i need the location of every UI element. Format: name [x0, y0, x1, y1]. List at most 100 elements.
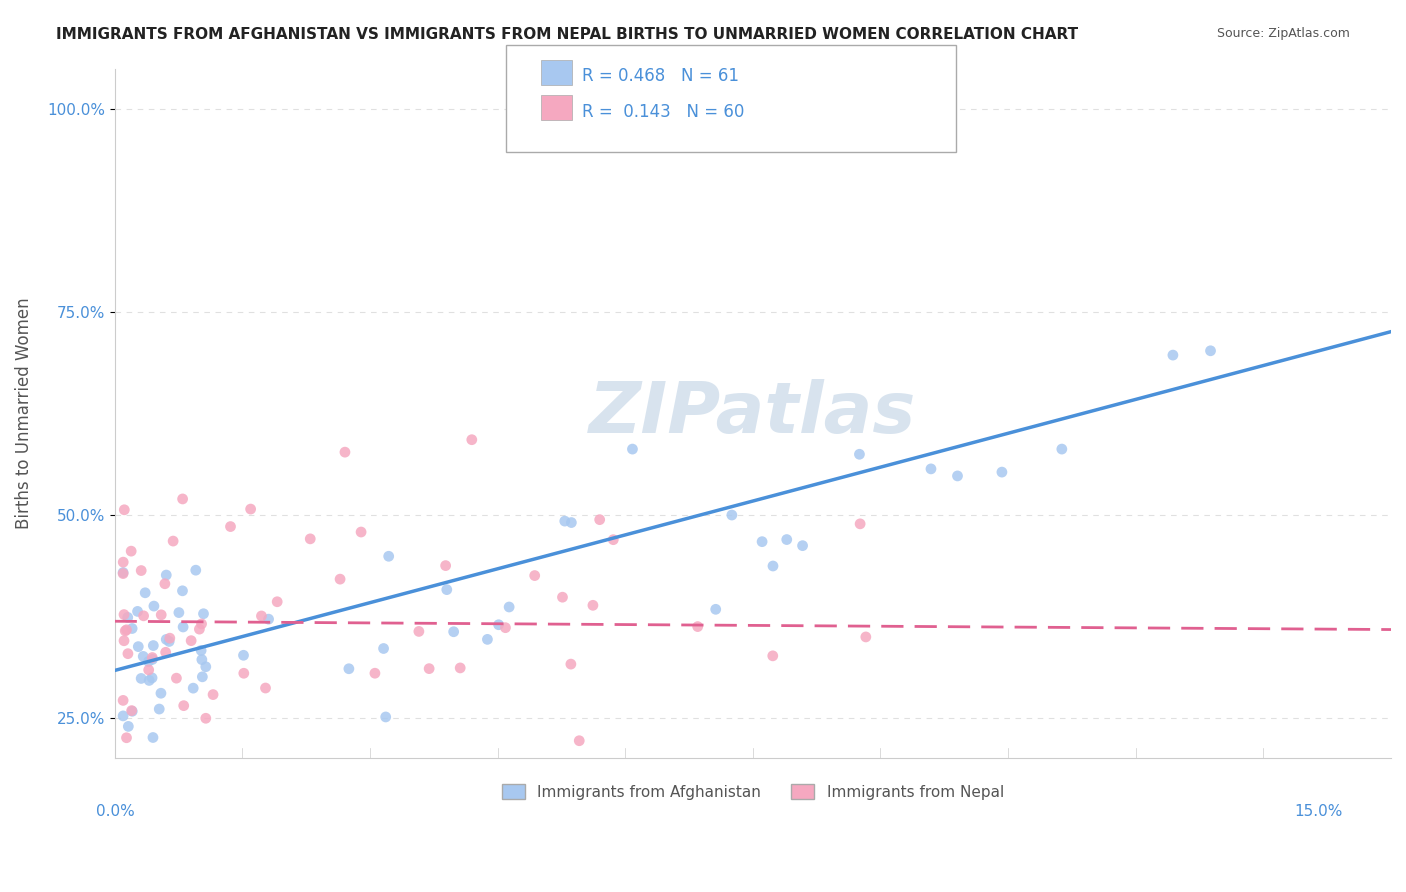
Point — [434, 558, 457, 573]
Point — [560, 516, 582, 530]
Point — [157, 634, 180, 648]
Point — [373, 641, 395, 656]
Point — [134, 586, 156, 600]
Text: IMMIGRANTS FROM AFGHANISTAN VS IMMIGRANTS FROM NEPAL BIRTHS TO UNMARRIED WOMEN C: IMMIGRANTS FROM AFGHANISTAN VS IMMIGRANT… — [56, 27, 1078, 42]
Point — [1050, 442, 1073, 456]
Point — [112, 555, 135, 569]
Point — [582, 599, 605, 613]
Point — [848, 447, 870, 461]
Point — [551, 590, 574, 604]
Text: Source: ZipAtlas.com: Source: ZipAtlas.com — [1216, 27, 1350, 40]
Point — [477, 632, 499, 647]
Point — [132, 608, 155, 623]
Point — [991, 465, 1014, 479]
Point — [266, 595, 288, 609]
Point — [498, 599, 520, 614]
Point — [181, 681, 204, 695]
Point — [142, 731, 165, 745]
Point — [418, 662, 440, 676]
Point — [114, 624, 136, 638]
Point — [219, 519, 242, 533]
Point — [350, 524, 373, 539]
Point — [239, 502, 262, 516]
Text: R =  0.143   N = 60: R = 0.143 N = 60 — [582, 103, 744, 120]
Point — [155, 632, 177, 647]
Point — [150, 607, 173, 622]
Point — [184, 563, 207, 577]
Point — [254, 681, 277, 695]
Point — [173, 698, 195, 713]
Point — [494, 621, 516, 635]
Point — [112, 709, 135, 723]
Point — [449, 661, 471, 675]
Point — [202, 688, 225, 702]
Point — [117, 610, 139, 624]
Point — [172, 620, 194, 634]
Point — [112, 566, 135, 580]
Point — [1161, 348, 1184, 362]
Text: 0.0%: 0.0% — [96, 805, 135, 819]
Point — [560, 657, 582, 672]
Point — [191, 670, 214, 684]
Point — [121, 622, 143, 636]
Text: 15.0%: 15.0% — [1295, 805, 1343, 819]
Point — [127, 604, 149, 618]
Point — [165, 671, 187, 685]
Point — [621, 442, 644, 456]
Point — [721, 508, 744, 522]
Point — [149, 686, 172, 700]
Point — [148, 702, 170, 716]
Point — [232, 666, 254, 681]
Point — [568, 733, 591, 747]
Point — [886, 102, 908, 116]
Point — [129, 564, 152, 578]
Point — [523, 568, 546, 582]
Point — [142, 599, 165, 613]
Point — [141, 652, 163, 666]
Point — [188, 622, 211, 636]
Point — [332, 761, 354, 775]
Text: ZIPatlas: ZIPatlas — [589, 379, 917, 448]
Legend: Immigrants from Afghanistan, Immigrants from Nepal: Immigrants from Afghanistan, Immigrants … — [496, 778, 1010, 805]
Point — [127, 640, 149, 654]
Point — [598, 832, 620, 847]
Point — [329, 572, 352, 586]
Point — [138, 673, 160, 688]
Point — [364, 666, 387, 681]
Point — [190, 643, 212, 657]
Point — [142, 639, 165, 653]
Point — [443, 624, 465, 639]
Point — [461, 433, 484, 447]
Point — [112, 633, 135, 648]
Point — [194, 711, 217, 725]
Point — [180, 633, 202, 648]
Point — [408, 624, 430, 639]
Point — [162, 534, 184, 549]
Point — [602, 533, 624, 547]
Point — [299, 532, 322, 546]
Point — [589, 513, 612, 527]
Point — [159, 631, 181, 645]
Point — [141, 650, 163, 665]
Point — [172, 491, 194, 506]
Point — [920, 462, 942, 476]
Point — [112, 566, 135, 581]
Point — [112, 503, 135, 517]
Point — [191, 652, 214, 666]
Point — [257, 612, 280, 626]
Point — [792, 539, 814, 553]
Point — [232, 648, 254, 663]
Point — [121, 704, 143, 718]
Point — [250, 609, 273, 624]
Point — [762, 559, 785, 574]
Point — [704, 602, 727, 616]
Point — [374, 710, 396, 724]
Point — [115, 623, 138, 637]
Point — [141, 671, 163, 685]
Point — [155, 645, 177, 659]
Point — [946, 469, 969, 483]
Text: R = 0.468   N = 61: R = 0.468 N = 61 — [582, 67, 740, 85]
Point — [115, 731, 138, 745]
Point — [112, 693, 135, 707]
Point — [194, 659, 217, 673]
